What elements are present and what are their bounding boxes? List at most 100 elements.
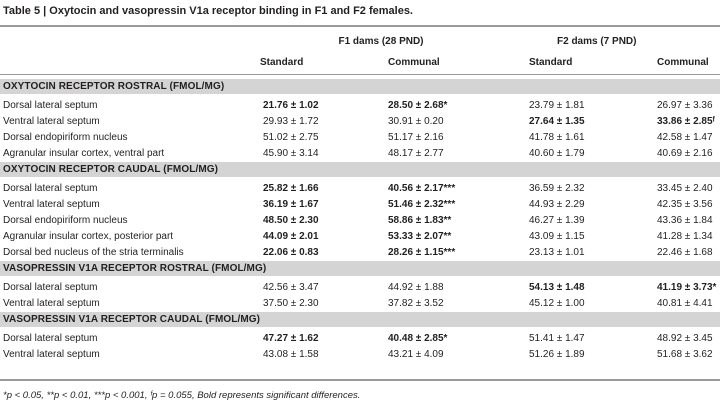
cell-f1-communal: 40.48 ± 2.85* [388, 333, 448, 344]
table-footnote: *p < 0.05, **p < 0.01, ***p < 0.001, ᶠp … [3, 390, 361, 401]
cell-f2-communal: 33.86 ± 2.85ᶠ [657, 116, 715, 127]
cell-f1-communal: 48.17 ± 2.77 [388, 148, 444, 159]
header-f2-standard: Standard [529, 57, 573, 68]
row-label: Agranular insular cortex, ventral part [3, 148, 165, 159]
table-caption: Table 5 | Oxytocin and vasopressin V1a r… [3, 5, 413, 17]
sub-header-row: Standard Communal Standard Communal [0, 52, 720, 75]
table-row: Dorsal lateral septum 47.27 ± 1.62 40.48 ±… [0, 331, 720, 347]
cell-f1-standard: 42.56 ± 3.47 [263, 282, 319, 293]
cell-f2-communal: 33.45 ± 2.40 [657, 183, 713, 194]
table-row: Ventral lateral septum 29.93 ± 1.72 30.91 … [0, 114, 720, 130]
bottom-rule [0, 379, 720, 381]
cell-f1-communal: 44.92 ± 1.88 [388, 282, 444, 293]
cell-f2-standard: 43.09 ± 1.15 [529, 231, 585, 242]
cell-f2-standard: 51.41 ± 1.47 [529, 333, 585, 344]
cell-f2-communal: 42.58 ± 1.47 [657, 132, 713, 143]
cell-f2-standard: 45.12 ± 1.00 [529, 298, 585, 309]
cell-f1-standard: 44.09 ± 2.01 [263, 231, 319, 242]
section-header: VASOPRESSIN V1A RECEPTOR CAUDAL (FMOL/MG… [0, 312, 720, 327]
group-f2-header: F2 dams (7 PND) [557, 36, 637, 47]
cell-f2-communal: 40.81 ± 4.41 [657, 298, 713, 309]
header-f2-communal: Communal [657, 57, 709, 68]
cell-f1-standard: 47.27 ± 1.62 [263, 333, 319, 344]
top-rule [0, 25, 720, 27]
cell-f2-standard: 36.59 ± 2.32 [529, 183, 585, 194]
row-label: Ventral lateral septum [3, 199, 100, 210]
table-row: Dorsal lateral septum 25.82 ± 1.66 40.56 ±… [0, 181, 720, 197]
section-title: OXYTOCIN RECEPTOR CAUDAL (FMOL/MG) [0, 162, 720, 177]
cell-f1-communal: 30.91 ± 0.20 [388, 116, 444, 127]
table-row: Dorsal lateral septum 21.76 ± 1.02 28.50 ±… [0, 98, 720, 114]
row-label: Ventral lateral septum [3, 298, 100, 309]
header-rule [0, 74, 720, 79]
cell-f2-standard: 27.64 ± 1.35 [529, 116, 585, 127]
table-row: Dorsal lateral septum 42.56 ± 3.47 44.92 ±… [0, 280, 720, 296]
cell-f1-standard: 51.02 ± 2.75 [263, 132, 319, 143]
row-label: Dorsal endopiriform nucleus [3, 215, 128, 226]
cell-f1-standard: 43.08 ± 1.58 [263, 349, 319, 360]
cell-f2-communal: 41.28 ± 1.34 [657, 231, 713, 242]
row-label: Dorsal lateral septum [3, 100, 98, 111]
cell-f2-standard: 51.26 ± 1.89 [529, 349, 585, 360]
row-label: Dorsal lateral septum [3, 183, 98, 194]
section-title: OXYTOCIN RECEPTOR ROSTRAL (FMOL/MG) [0, 79, 720, 94]
cell-f1-standard: 21.76 ± 1.02 [263, 100, 319, 111]
cell-f2-standard: 44.93 ± 2.29 [529, 199, 585, 210]
cell-f2-communal: 42.35 ± 3.56 [657, 199, 713, 210]
cell-f2-communal: 41.19 ± 3.73* [657, 282, 717, 293]
header-f1-standard: Standard [260, 57, 304, 68]
cell-f1-communal: 58.86 ± 1.83** [388, 215, 452, 226]
data-table: F1 dams (28 PND) F2 dams (7 PND) Standar… [0, 31, 720, 363]
cell-f1-standard: 29.93 ± 1.72 [263, 116, 319, 127]
cell-f2-communal: 26.97 ± 3.36 [657, 100, 713, 111]
cell-f1-communal: 51.46 ± 2.32*** [388, 199, 456, 210]
cell-f1-communal: 28.26 ± 1.15*** [388, 247, 456, 258]
cell-f2-standard: 41.78 ± 1.61 [529, 132, 585, 143]
table-row: Ventral lateral septum 37.50 ± 2.30 37.82 … [0, 296, 720, 312]
cell-f2-standard: 46.27 ± 1.39 [529, 215, 585, 226]
row-label: Dorsal bed nucleus of the stria terminal… [3, 247, 184, 258]
cell-f2-standard: 23.79 ± 1.81 [529, 100, 585, 111]
row-label: Dorsal lateral septum [3, 333, 98, 344]
cell-f1-communal: 43.21 ± 4.09 [388, 349, 444, 360]
group-f1-header: F1 dams (28 PND) [338, 36, 424, 47]
cell-f1-standard: 48.50 ± 2.30 [263, 215, 319, 226]
table-row: Dorsal endopiriform nucleus 48.50 ± 2.30 5… [0, 213, 720, 229]
cell-f2-communal: 51.68 ± 3.62 [657, 349, 713, 360]
table-row: Agranular insular cortex, posterior part… [0, 229, 720, 245]
cell-f1-standard: 36.19 ± 1.67 [263, 199, 319, 210]
section-header: VASOPRESSIN V1A RECEPTOR ROSTRAL (FMOL/M… [0, 261, 720, 276]
row-label: Ventral lateral septum [3, 349, 100, 360]
cell-f1-standard: 45.90 ± 3.14 [263, 148, 319, 159]
cell-f1-standard: 37.50 ± 2.30 [263, 298, 319, 309]
cell-f1-communal: 51.17 ± 2.16 [388, 132, 444, 143]
table-row: Dorsal bed nucleus of the stria terminal… [0, 245, 720, 261]
cell-f1-standard: 22.06 ± 0.83 [263, 247, 319, 258]
section-title: VASOPRESSIN V1A RECEPTOR CAUDAL (FMOL/MG… [0, 312, 720, 327]
cell-f2-standard: 54.13 ± 1.48 [529, 282, 585, 293]
cell-f2-communal: 43.36 ± 1.84 [657, 215, 713, 226]
group-header-row: F1 dams (28 PND) F2 dams (7 PND) [0, 31, 720, 52]
cell-f1-communal: 53.33 ± 2.07** [388, 231, 452, 242]
header-f1-communal: Communal [388, 57, 440, 68]
section-title: VASOPRESSIN V1A RECEPTOR ROSTRAL (FMOL/M… [0, 261, 720, 276]
cell-f2-standard: 23.13 ± 1.01 [529, 247, 585, 258]
cell-f2-communal: 40.69 ± 2.16 [657, 148, 713, 159]
table-row: Ventral lateral septum 43.08 ± 1.58 43.21 … [0, 347, 720, 363]
cell-f1-communal: 28.50 ± 2.68* [388, 100, 448, 111]
cell-f1-communal: 40.56 ± 2.17*** [388, 183, 456, 194]
cell-f2-communal: 48.92 ± 3.45 [657, 333, 713, 344]
section-header: OXYTOCIN RECEPTOR CAUDAL (FMOL/MG) [0, 162, 720, 177]
table-row: Ventral lateral septum 36.19 ± 1.67 51.46 … [0, 197, 720, 213]
row-label: Dorsal endopiriform nucleus [3, 132, 128, 143]
row-label: Agranular insular cortex, posterior part [3, 231, 174, 242]
cell-f2-communal: 22.46 ± 1.68 [657, 247, 713, 258]
section-header: OXYTOCIN RECEPTOR ROSTRAL (FMOL/MG) [0, 79, 720, 94]
row-label: Ventral lateral septum [3, 116, 100, 127]
table-row: Agranular insular cortex, ventral part 45… [0, 146, 720, 162]
cell-f1-standard: 25.82 ± 1.66 [263, 183, 319, 194]
row-label: Dorsal lateral septum [3, 282, 98, 293]
cell-f2-standard: 40.60 ± 1.79 [529, 148, 585, 159]
table-row: Dorsal endopiriform nucleus 51.02 ± 2.75 5… [0, 130, 720, 146]
cell-f1-communal: 37.82 ± 3.52 [388, 298, 444, 309]
